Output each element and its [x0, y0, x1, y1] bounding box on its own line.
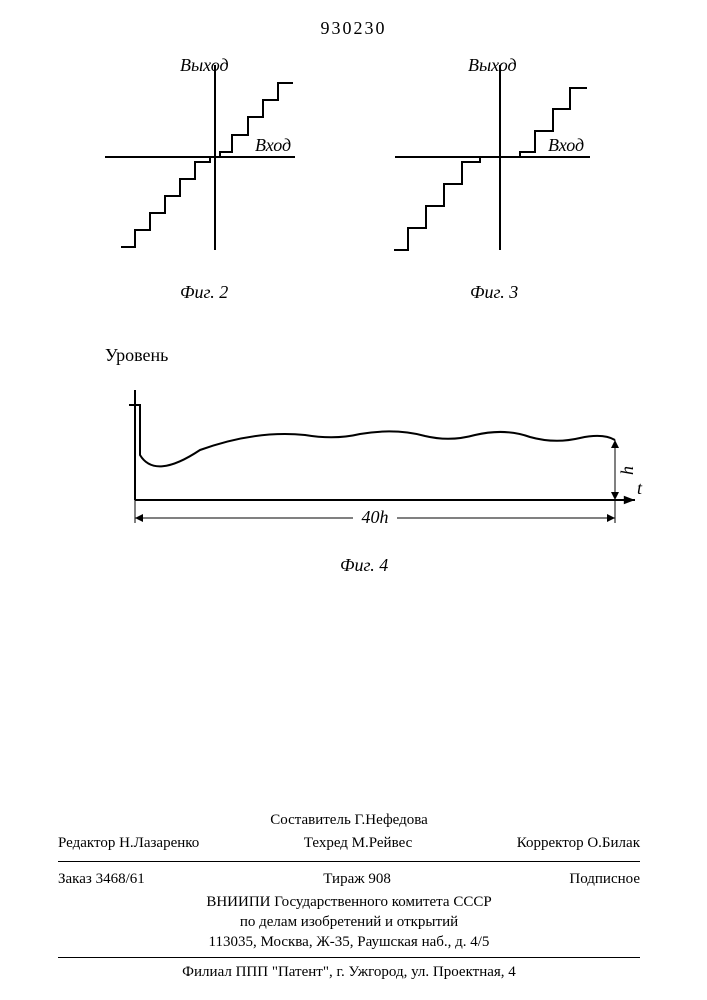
footer-editor: Редактор Н.Лазаренко	[58, 833, 199, 853]
footer-compiler: Составитель Г.Нефедова	[58, 810, 640, 830]
fig2-fig3-svg	[0, 0, 707, 280]
footer-block: Составитель Г.Нефедова Редактор Н.Лазаре…	[58, 810, 640, 982]
footer-row-order: Заказ 3468/61 Тираж 908 Подписное	[58, 866, 640, 892]
fig4-caption: Фиг. 4	[340, 555, 388, 576]
fig3-caption: Фиг. 3	[470, 282, 518, 303]
footer-org-1: ВНИИПИ Государственного комитета СССР	[58, 892, 640, 912]
footer-order: Заказ 3468/61	[58, 869, 145, 889]
footer-techred: Техред М.Рейвес	[304, 833, 413, 853]
footer-rule-2	[58, 957, 640, 958]
footer-subscription: Подписное	[569, 869, 640, 889]
fig2-caption: Фиг. 2	[180, 282, 228, 303]
footer-org-3: 113035, Москва, Ж-35, Раушская наб., д. …	[58, 932, 640, 952]
footer-corrector: Корректор О.Билак	[517, 833, 640, 853]
fig4-svg: ht 40h	[105, 370, 645, 540]
footer-circulation: Тираж 908	[323, 869, 391, 889]
footer-branch: Филиал ППП "Патент", г. Ужгород, ул. Про…	[58, 962, 640, 982]
svg-text:40h: 40h	[362, 507, 389, 527]
footer-rule-1	[58, 861, 640, 862]
footer-row-credits: Редактор Н.Лазаренко Техред М.Рейвес Кор…	[58, 830, 640, 856]
footer-org-2: по делам изобретений и открытий	[58, 912, 640, 932]
fig4-y-label: Уровень	[105, 345, 168, 366]
svg-text:t: t	[637, 478, 643, 498]
svg-text:h: h	[617, 466, 637, 475]
